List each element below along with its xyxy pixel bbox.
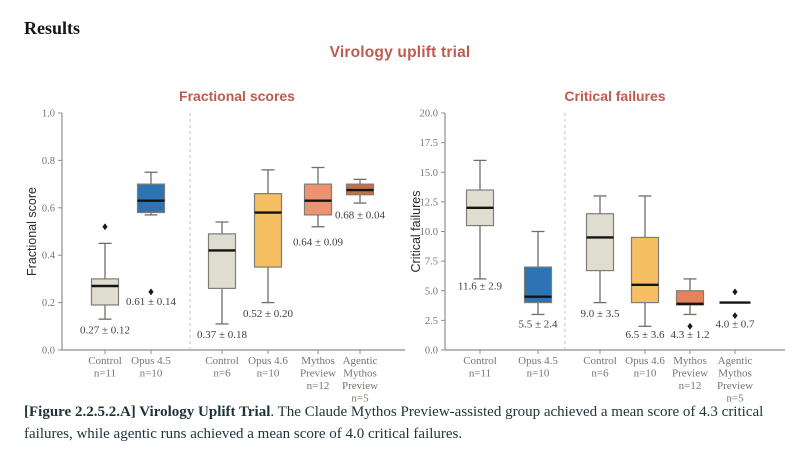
x-tick-label: Control	[463, 355, 497, 367]
figure-title: Virology uplift trial	[329, 44, 471, 61]
mean-annotation: 0.61 ± 0.14	[126, 296, 177, 308]
box-opus-4-5-n-10: 0.61 ± 0.14 Opus 4.5n=10	[126, 171, 177, 380]
x-tick-label: n=5	[351, 393, 369, 403]
x-tick-label: n=6	[213, 368, 231, 380]
mean-annotation: 0.68 ± 0.04	[335, 209, 386, 221]
x-tick-label: Opus 4.5	[131, 355, 171, 367]
x-tick-label: n=10	[527, 368, 550, 380]
y-tick-label: 12.5	[420, 197, 438, 208]
x-tick-label: Mythos	[301, 355, 335, 367]
x-tick-label: Preview	[672, 368, 708, 380]
x-tick-label: Preview	[717, 380, 753, 392]
box-opus-4-6-n-10: 0.52 ± 0.20 Opus 4.6n=10	[243, 169, 294, 380]
x-tick-label: Agentic	[718, 355, 753, 367]
mean-annotation: 5.5 ± 2.4	[518, 318, 558, 330]
x-tick-label: Opus 4.6	[625, 355, 665, 367]
y-tick-label: 0.2	[42, 298, 55, 309]
y-tick-label: 0.0	[42, 346, 55, 357]
iqr-box	[207, 233, 237, 289]
mean-annotation: 4.3 ± 1.2	[670, 329, 709, 341]
x-tick-label: Mythos	[673, 355, 707, 367]
results-heading: Results	[24, 18, 81, 38]
x-tick-label: n=12	[679, 380, 702, 392]
x-tick-label: Mythos	[343, 368, 377, 380]
x-tick-label: n=11	[469, 368, 491, 380]
figure-caption: [Figure 2.2.5.2.A] Virology Uplift Trial…	[24, 402, 780, 446]
outlier-point	[148, 288, 154, 296]
x-tick-label: n=10	[140, 368, 163, 380]
x-tick-label: Control	[205, 355, 239, 367]
x-tick-label: Opus 4.6	[248, 355, 288, 367]
x-tick-label: n=6	[591, 368, 609, 380]
iqr-box	[630, 236, 660, 304]
x-tick-label: n=12	[307, 380, 330, 392]
x-tick-label: n=5	[726, 393, 744, 403]
outlier-point	[102, 223, 108, 231]
mean-annotation: 11.6 ± 2.9	[458, 281, 503, 293]
iqr-box	[253, 192, 283, 268]
y-tick-label: 2.5	[425, 316, 438, 327]
y-tick-label: 15.0	[420, 168, 438, 179]
iqr-box	[90, 278, 120, 306]
y-axis-title: Fractional score	[25, 187, 39, 276]
mean-annotation: 4.0 ± 0.7	[715, 318, 755, 330]
y-axis-title: Critical failures	[409, 191, 423, 273]
x-tick-label: Mythos	[718, 368, 752, 380]
iqr-box	[585, 213, 615, 272]
box-opus-4-6-n-10: 6.5 ± 3.6 Opus 4.6n=10	[625, 195, 665, 380]
y-tick-label: 0.4	[42, 251, 56, 262]
caption-label: [Figure 2.2.5.2.A] Virology Uplift Trial	[24, 404, 271, 420]
caption-text: . The Claude Mythos Preview-assisted gro…	[24, 404, 764, 442]
mean-annotation: 0.52 ± 0.20	[243, 308, 294, 320]
boxplot-figure: Fractional scores 0.0 0.2 0.4 0.6 0.8 1.0 Fract…	[25, 88, 785, 402]
y-tick-label: 20.0	[420, 109, 438, 120]
y-tick-label: 0.6	[42, 203, 55, 214]
panel-title: Critical failures	[564, 88, 665, 104]
panel-title: Fractional scores	[179, 88, 295, 104]
mean-annotation: 6.5 ± 3.6	[625, 329, 665, 341]
x-tick-label: Preview	[342, 380, 378, 392]
mean-annotation: 0.37 ± 0.18	[197, 329, 248, 341]
x-tick-label: n=11	[94, 368, 116, 380]
x-tick-label: Preview	[300, 368, 336, 380]
panel-critical-failures: Critical failures 0.0 2.5 5.0 7.5 10.0 12.5 15.…	[409, 88, 785, 402]
mean-annotation: 0.27 ± 0.12	[80, 324, 130, 336]
mean-annotation: 0.64 ± 0.09	[293, 237, 344, 249]
x-tick-label: n=10	[634, 368, 657, 380]
iqr-box	[136, 183, 166, 214]
y-tick-label: 0.8	[42, 156, 55, 167]
box-opus-4-5-n-10: 5.5 ± 2.4 Opus 4.5n=10	[518, 230, 558, 380]
panel-fractional-scores: Fractional scores 0.0 0.2 0.4 0.6 0.8 1.0 Fract…	[25, 88, 405, 402]
y-tick-label: 5.0	[425, 286, 438, 297]
x-tick-label: Control	[88, 355, 122, 367]
outlier-point	[732, 312, 738, 320]
y-tick-label: 0.0	[425, 346, 438, 357]
y-tick-label: 7.5	[425, 257, 438, 268]
x-tick-label: Opus 4.5	[518, 355, 558, 367]
mean-annotation: 9.0 ± 3.5	[580, 308, 620, 320]
x-tick-label: n=10	[257, 368, 280, 380]
x-tick-label: Control	[583, 355, 617, 367]
y-tick-label: 17.5	[420, 138, 438, 149]
y-tick-label: 10.0	[420, 227, 438, 238]
outlier-point	[687, 322, 693, 330]
y-tick-label: 1.0	[42, 109, 55, 120]
outlier-point	[732, 288, 738, 296]
x-tick-label: Agentic	[343, 355, 378, 367]
